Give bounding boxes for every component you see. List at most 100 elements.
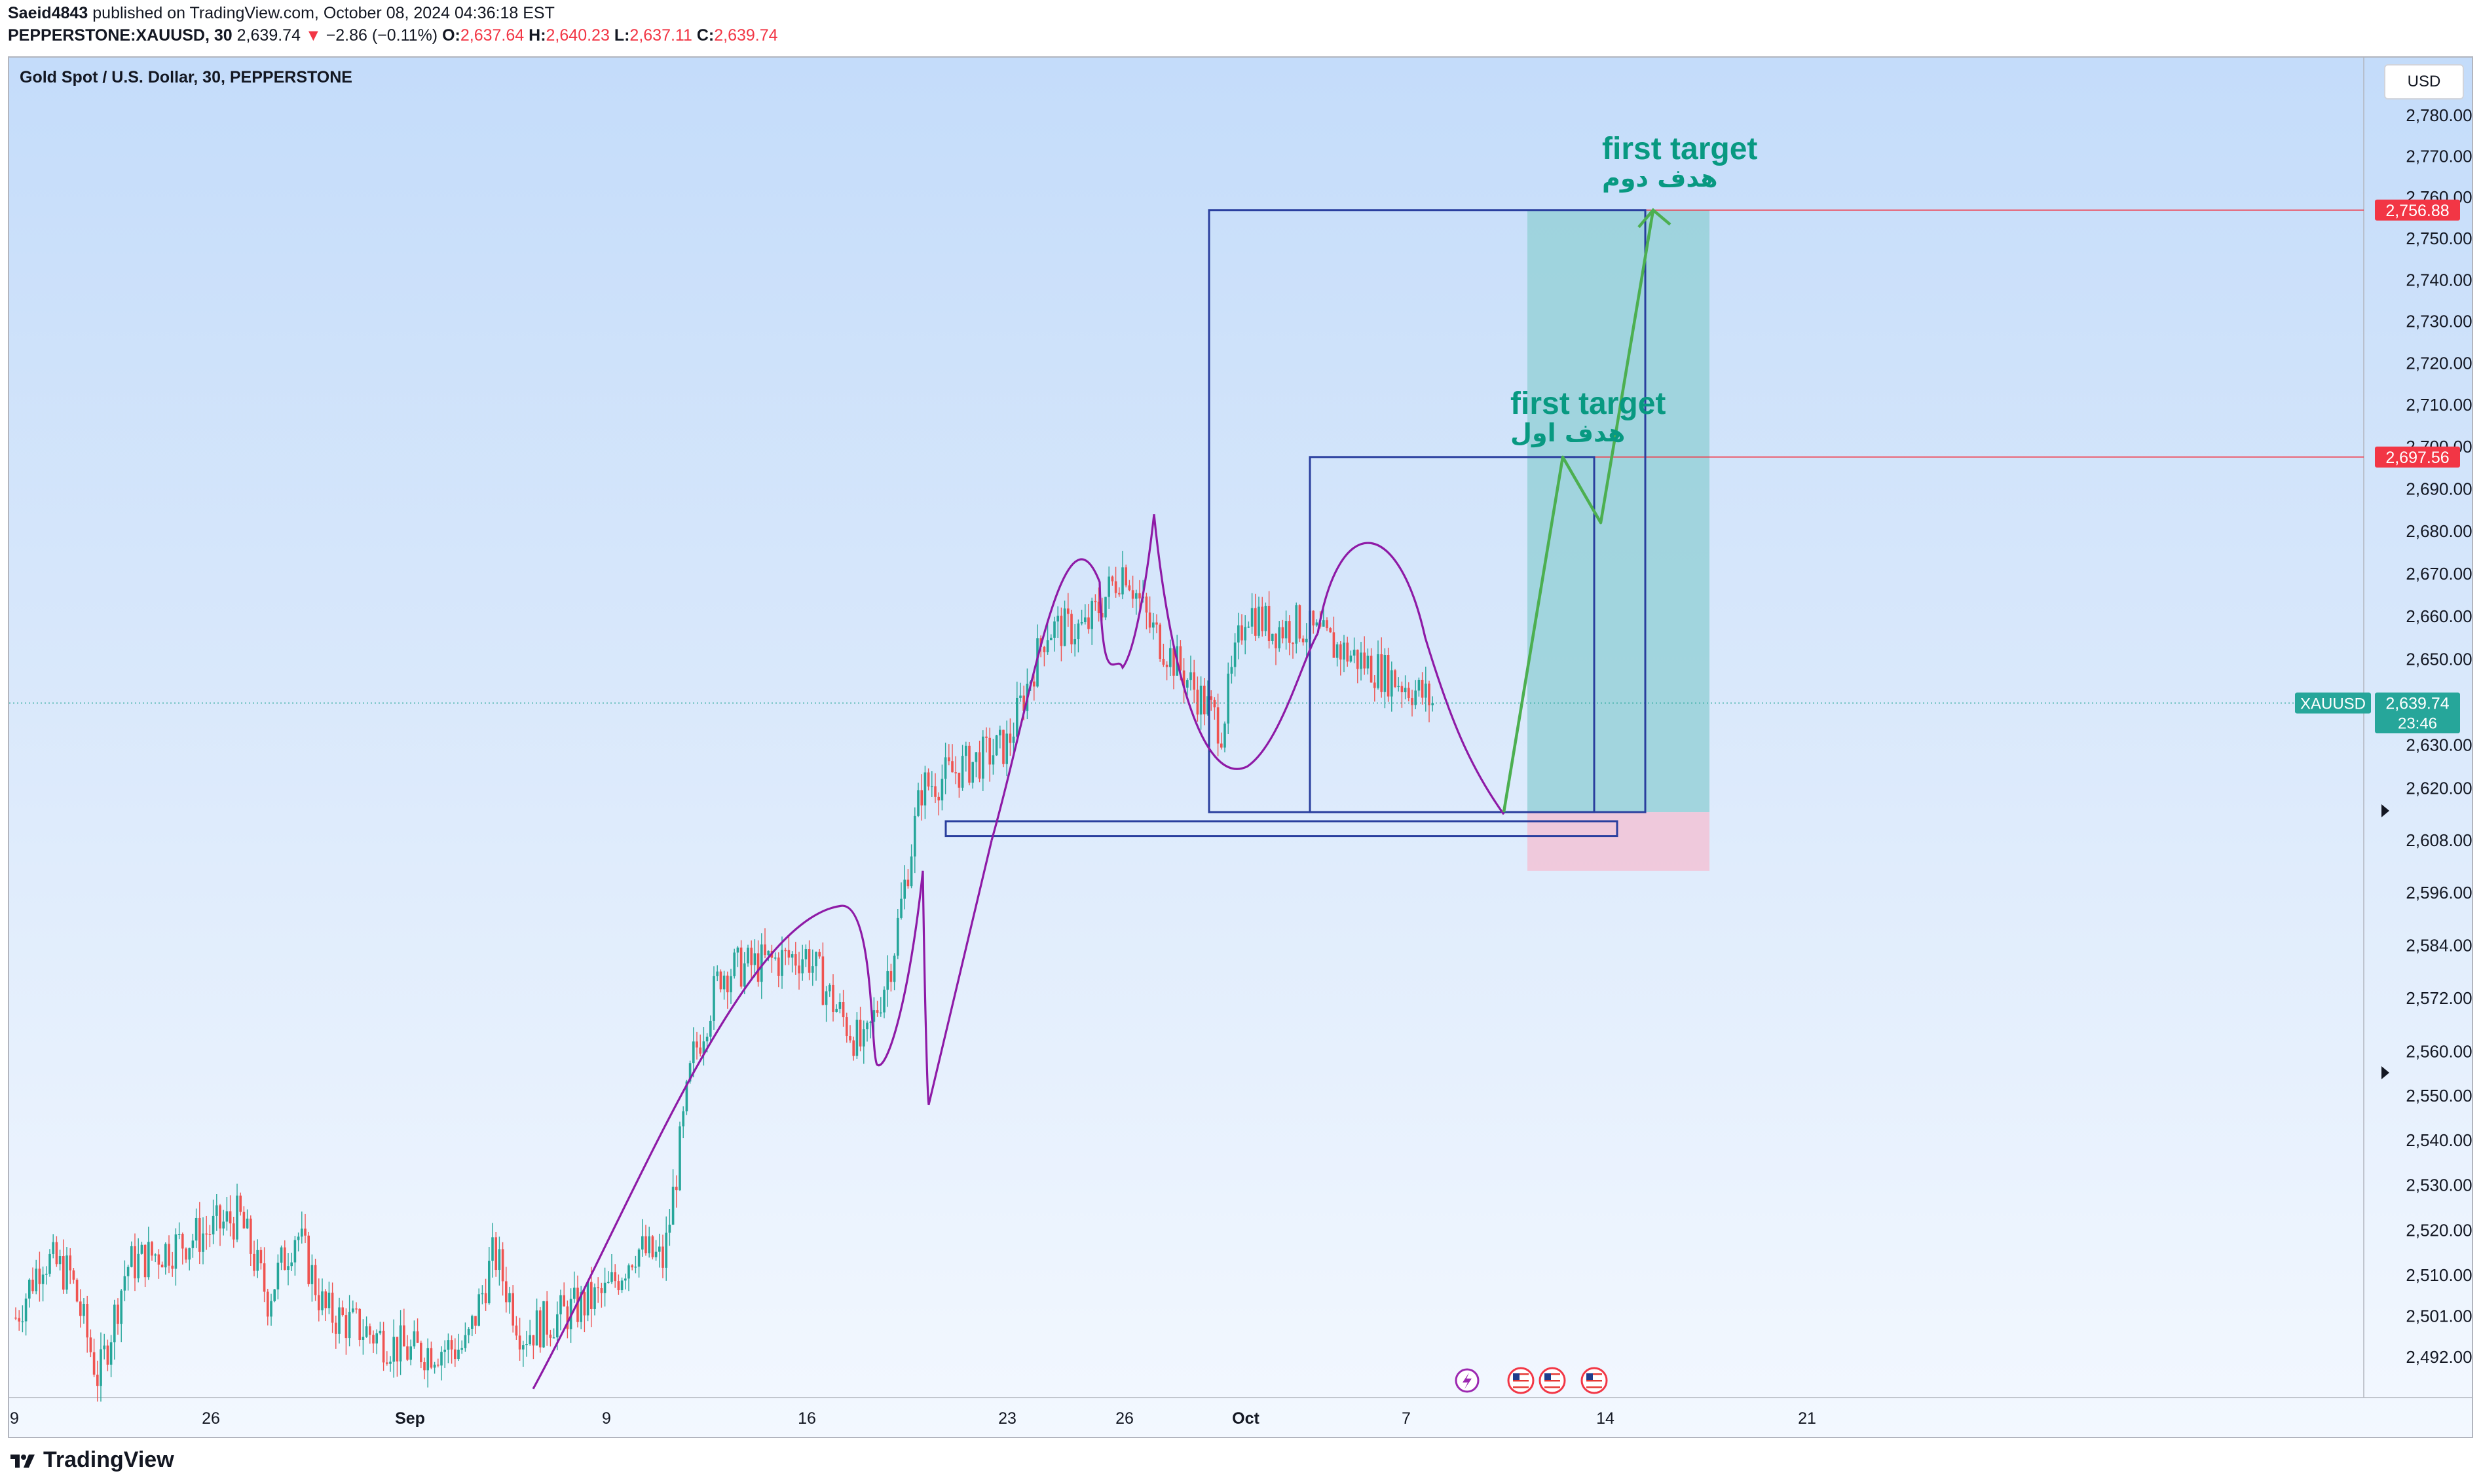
candle-body [314, 1265, 317, 1295]
candle-body [477, 1294, 480, 1326]
candle-body [1267, 606, 1271, 641]
candle-body [460, 1348, 463, 1350]
candle-body [1380, 654, 1383, 692]
candle-body [134, 1246, 136, 1278]
us-flag-event-icon[interactable] [1539, 1367, 1566, 1394]
candle [1172, 644, 1175, 690]
chart-panel[interactable]: 9 26 Sep 9 16 23 26 Oct 7 14 21 2,780.00 2,770.00 2,7… [8, 56, 2473, 1438]
candle [1189, 656, 1192, 691]
time-tick-label: 21 [1798, 1409, 1816, 1428]
candle [416, 1318, 419, 1343]
candle-body [1230, 667, 1233, 674]
candle [600, 1282, 603, 1308]
candle-body [92, 1352, 96, 1375]
candle [41, 1267, 45, 1302]
candle [999, 725, 1001, 749]
lightning-event-icon[interactable] [1455, 1368, 1480, 1393]
candle-body [1394, 670, 1396, 688]
candle-body [1363, 652, 1366, 669]
time-tick-label: 26 [1115, 1409, 1134, 1428]
flag-stripe [1586, 1380, 1602, 1382]
publisher-name[interactable]: Saeid4843 [8, 4, 88, 22]
candle-body [1186, 680, 1189, 688]
candle [1128, 580, 1131, 591]
candle-body [109, 1342, 113, 1365]
low-label: L: [614, 26, 630, 45]
candle-body [45, 1273, 48, 1275]
candle [787, 936, 791, 965]
candle-body [546, 1301, 548, 1335]
candle [1356, 649, 1359, 684]
candle-body [637, 1249, 641, 1267]
currency-button[interactable]: USD [2384, 64, 2464, 100]
candle [662, 1234, 664, 1278]
price-chart[interactable]: 9 26 Sep 9 16 23 26 Oct 7 14 21 2,780.00 2,770.00 2,7… [9, 58, 2472, 1437]
candle [1397, 677, 1400, 692]
candle-body [345, 1315, 348, 1339]
candle-body [1408, 688, 1410, 699]
candle [1366, 648, 1370, 675]
candle [1148, 596, 1151, 633]
candle-body [917, 790, 920, 816]
candle [177, 1222, 181, 1240]
axis-marker-icon [2381, 804, 2389, 817]
candle-body [1250, 608, 1254, 627]
candle-body [883, 990, 886, 1012]
candle [103, 1333, 105, 1360]
candle [205, 1215, 208, 1250]
candle-body [739, 947, 743, 987]
candle-body [760, 944, 763, 982]
candle-body [934, 786, 937, 797]
candle-body [1370, 656, 1373, 683]
candle [951, 744, 954, 773]
candle-body [1417, 680, 1421, 691]
candle-body [975, 752, 978, 762]
candle [341, 1300, 344, 1317]
time-tick-label: 23 [998, 1409, 1017, 1428]
candle-body [641, 1236, 644, 1250]
us-flag-event-icon[interactable] [1507, 1367, 1535, 1394]
time-tick-label: 26 [202, 1409, 220, 1428]
candle-body [1169, 648, 1172, 667]
candle [627, 1263, 630, 1291]
candle-body [849, 1036, 851, 1041]
pattern-curve [990, 514, 1155, 841]
candle-body [137, 1253, 140, 1278]
tradingview-logo[interactable]: TradingView [9, 1447, 174, 1473]
candle-body [1077, 623, 1080, 640]
candle-body [1193, 672, 1195, 690]
candle [1138, 580, 1141, 611]
price-change: −2.86 (−0.11%) [326, 26, 438, 45]
candle [539, 1307, 542, 1353]
candle-body [191, 1240, 195, 1248]
last-price-label: XAUUSD 2,639.74 23:46 [2295, 692, 2460, 733]
candle [756, 940, 760, 987]
candle-body [38, 1269, 41, 1284]
candle-body [671, 1187, 675, 1225]
candle-body [250, 1218, 252, 1254]
us-flag-event-icon[interactable] [1580, 1367, 1608, 1394]
price-tick-label: 2,630.00 [2406, 735, 2472, 755]
candle [1315, 619, 1318, 627]
candle [355, 1302, 358, 1314]
candle-body [1070, 614, 1073, 644]
candle-body [270, 1301, 272, 1317]
candle [917, 783, 920, 817]
candle-body [624, 1278, 627, 1281]
target-price-badge [2375, 199, 2460, 221]
candle [338, 1297, 341, 1344]
candle [815, 951, 817, 981]
flag-stripe [1513, 1377, 1529, 1379]
candle [1417, 677, 1421, 697]
candle-body [307, 1235, 310, 1284]
candle [709, 1015, 712, 1045]
candle [443, 1340, 446, 1368]
candle [961, 745, 964, 791]
candle-body [1383, 655, 1387, 692]
candle [1043, 646, 1046, 667]
candle [1213, 697, 1216, 720]
candle [1404, 675, 1407, 699]
candle [944, 742, 947, 794]
open-label: O: [442, 26, 460, 45]
candle [229, 1195, 232, 1236]
